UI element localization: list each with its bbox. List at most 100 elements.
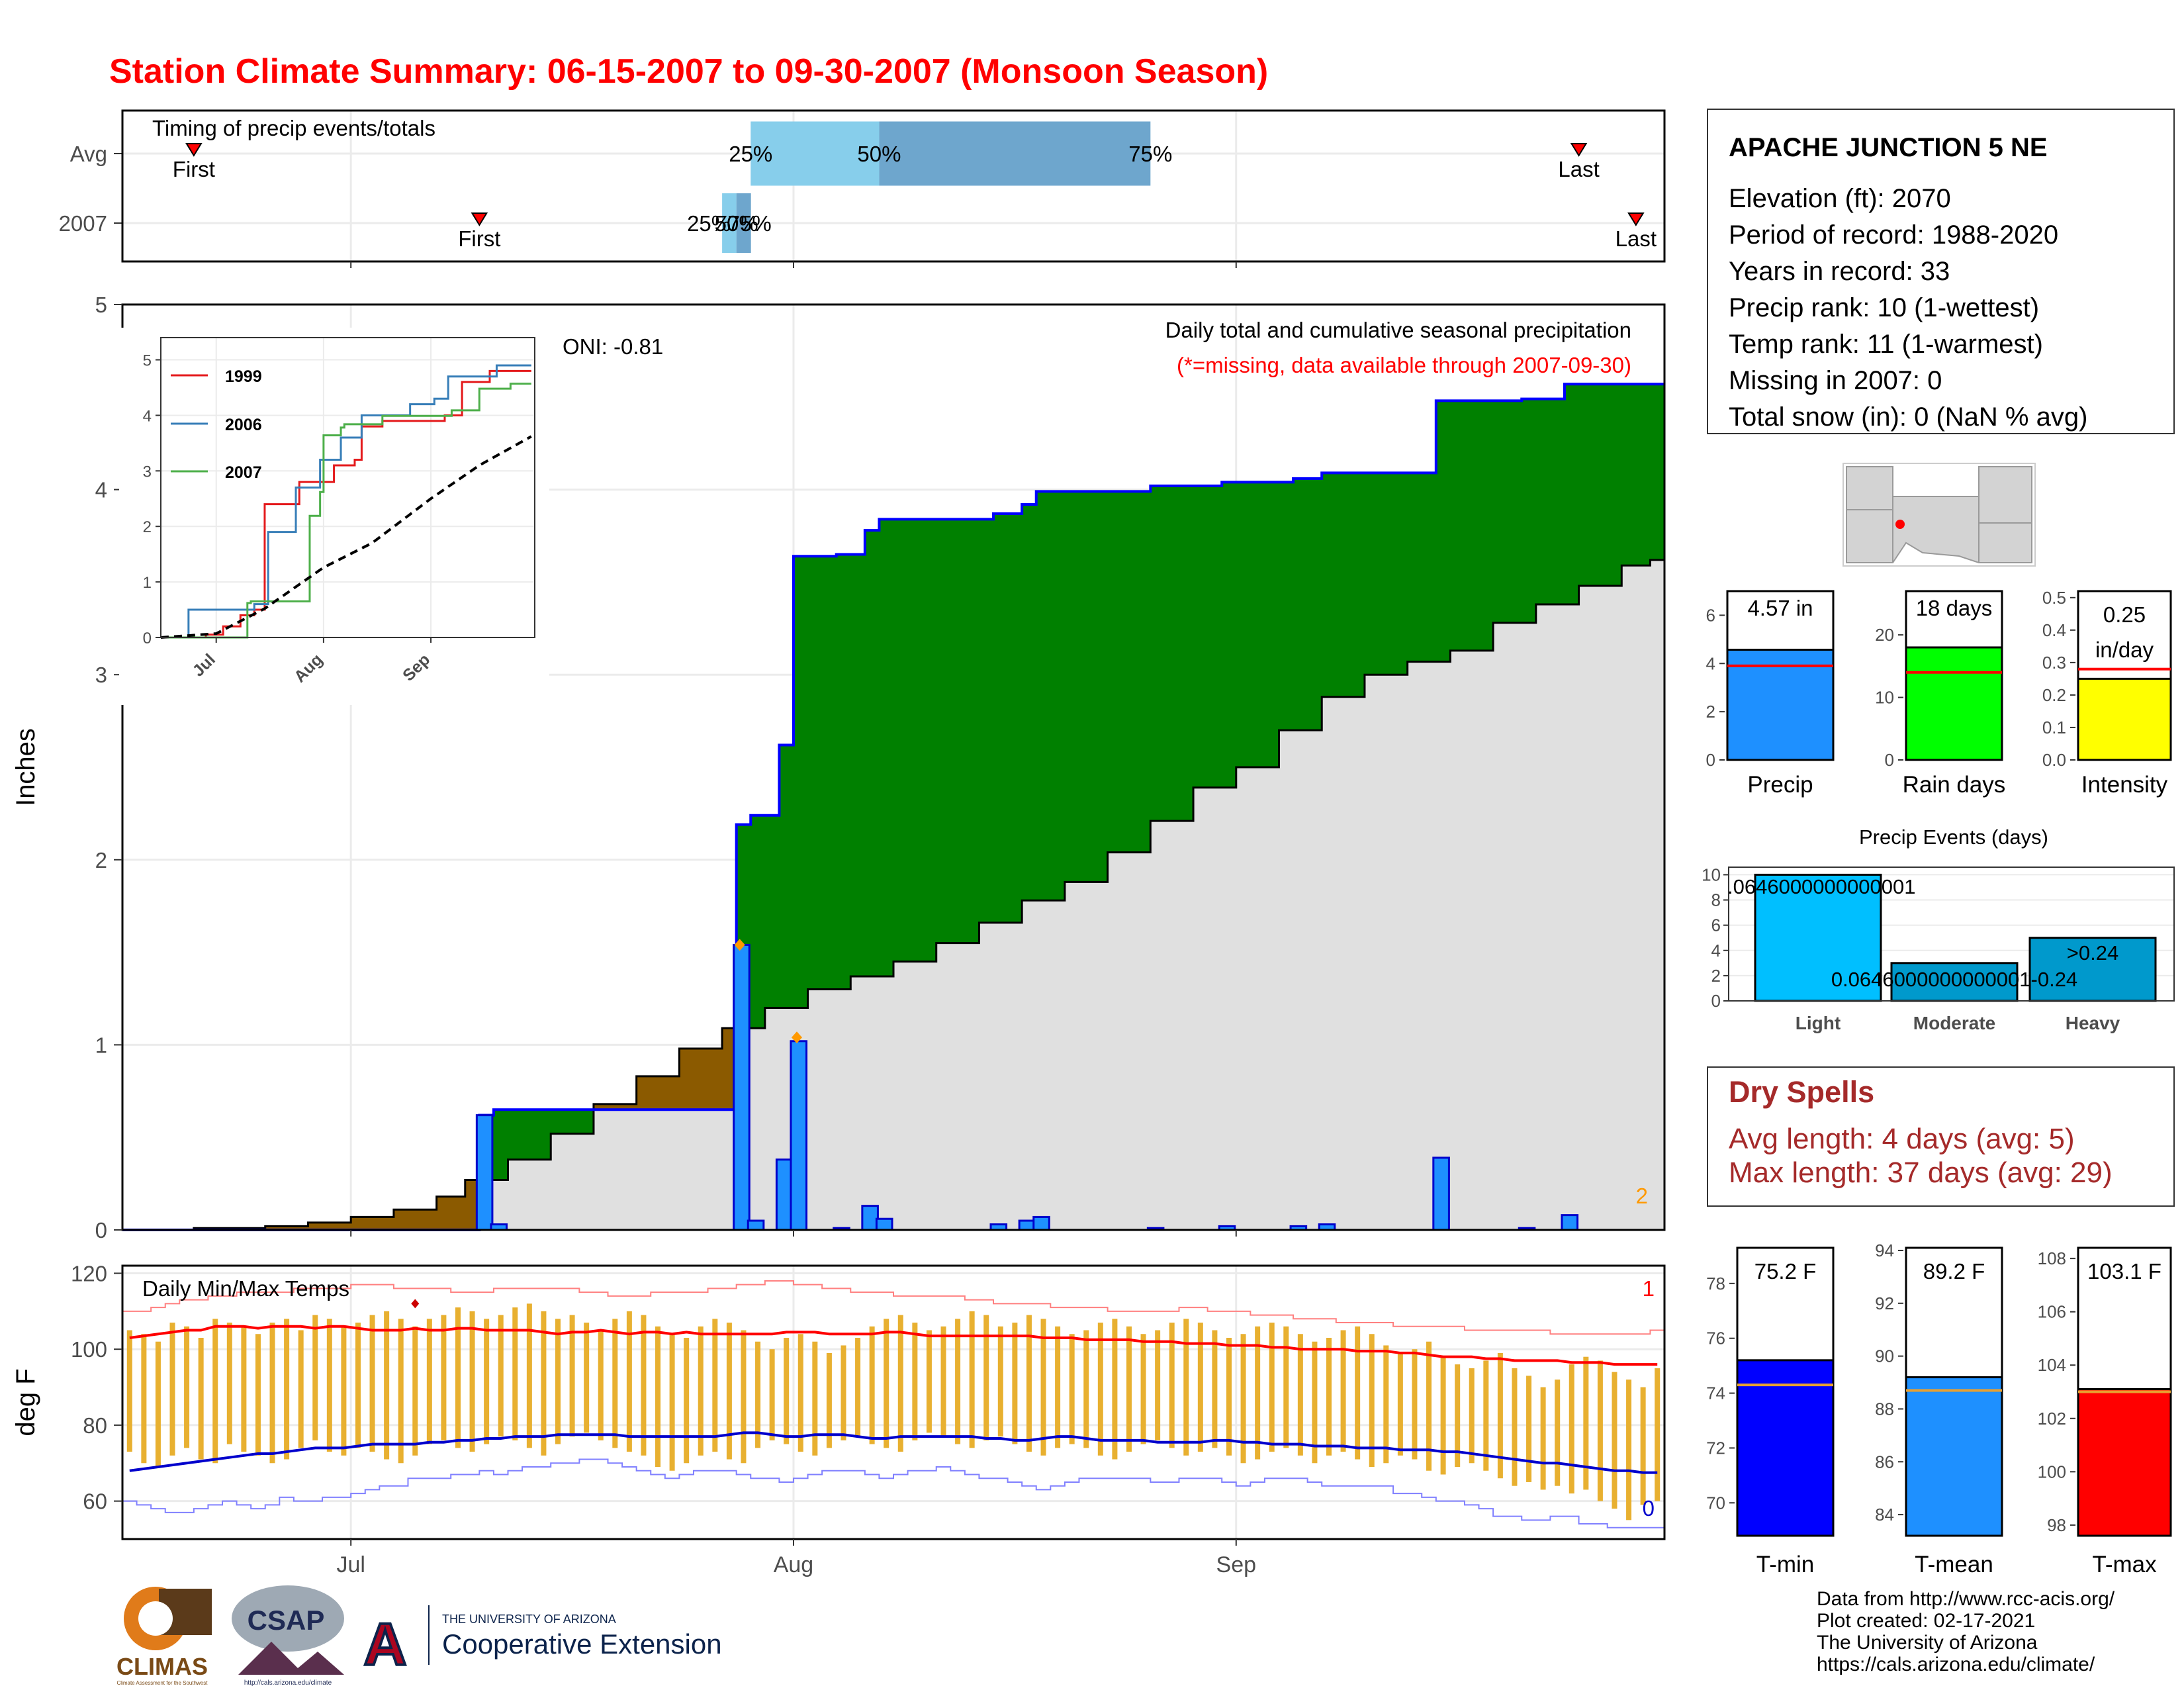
summary-bar-t-mean [1906, 1378, 2002, 1536]
daily-temp-bar [1098, 1323, 1103, 1456]
daily-precip-bar [876, 1219, 892, 1230]
daily-temp-bar [1183, 1319, 1189, 1456]
summary-value-rain-days: 18 days [1916, 596, 1993, 620]
climas-logo: CLIMAS Climate Assessment for the Southw… [116, 1587, 212, 1686]
daily-precip-bar [1034, 1217, 1050, 1230]
precip-y-tick-label: 3 [95, 663, 107, 687]
daily-temp-bar [884, 1319, 889, 1448]
oni-annotation: ONI: -0.81 [563, 334, 663, 359]
precip-corner-label: 2 [1636, 1184, 1648, 1208]
station-line-precip-rank: Precip rank: 10 (1-wettest) [1729, 293, 2039, 322]
daily-temp-bar [1055, 1327, 1060, 1448]
daily-precip-bar [791, 1041, 807, 1230]
daily-temp-bar [727, 1323, 732, 1459]
daily-temp-bar [298, 1331, 304, 1448]
daily-temp-bar [370, 1315, 375, 1452]
daily-temp-bar [555, 1319, 561, 1444]
daily-temp-bar [955, 1319, 960, 1444]
dry-spells-avg-length: Avg length: 4 days (avg: 5) [1729, 1123, 2075, 1155]
ua-logo: A THE UNIVERSITY OF ARIZONA Cooperative … [364, 1605, 722, 1678]
daily-temp-bar [598, 1331, 604, 1440]
summary-y-tick-label: 86 [1875, 1452, 1894, 1472]
climas-wordmark: CLIMAS [116, 1653, 208, 1680]
precip-y-tick-label: 0 [95, 1218, 107, 1243]
daily-temp-bar [270, 1323, 275, 1463]
daily-temp-bar [584, 1323, 589, 1432]
summary-y-tick-label: 76 [1706, 1329, 1725, 1348]
summary-y-tick-label: 0.4 [2042, 620, 2066, 640]
daily-temp-bar [398, 1319, 404, 1463]
inset-cumulative-chart: 012345Jul Aug Sep199920062007 [119, 328, 549, 705]
temp-corner-label-max: 1 [1643, 1276, 1655, 1301]
daily-temp-bar [1083, 1331, 1089, 1448]
daily-temp-bar [127, 1331, 132, 1452]
temp-corner-label-min: 0 [1643, 1496, 1655, 1521]
summary-y-tick-label: 84 [1875, 1505, 1894, 1524]
precip-y-tick-label: 5 [95, 293, 107, 317]
daily-temp-bar [1198, 1323, 1203, 1452]
daily-temp-bar [1583, 1357, 1588, 1490]
daily-temp-bar [527, 1303, 532, 1448]
ua-a-icon: A [364, 1612, 407, 1678]
daily-temp-bar [712, 1319, 717, 1452]
csap-url: http://cals.arizona.edu/climate [244, 1679, 332, 1687]
station-name: APACHE JUNCTION 5 NE [1729, 133, 2048, 162]
temp-y-tick-label: 120 [71, 1261, 107, 1286]
summary-y-tick-label: 4 [1706, 653, 1715, 673]
credit-data-source: Data from http://www.rcc-acis.org/ [1817, 1588, 2115, 1610]
timing-label-last: Last [1558, 157, 1599, 181]
timing-label-75: 75% [1128, 142, 1172, 166]
temp-summary-value-t-mean: 89.2 F [1923, 1259, 1985, 1284]
daily-temp-bar [199, 1338, 204, 1460]
daily-temp-bar [870, 1327, 875, 1444]
events-y-tick-label: 8 [1711, 890, 1721, 910]
daily-temp-bar [1569, 1364, 1574, 1493]
summary-y-tick-label: 72 [1706, 1438, 1725, 1458]
month-axis: Jul Aug Sep [336, 1552, 1256, 1577]
summary-y-tick-label: 90 [1875, 1346, 1894, 1366]
daily-temp-bar [670, 1334, 675, 1471]
daily-temp-bar [355, 1323, 361, 1448]
daily-temp-bar [512, 1307, 518, 1440]
events-bar-label-heavy: >0.24 [2067, 941, 2118, 964]
credits: Data from http://www.rcc-acis.org/ Plot … [1817, 1588, 2115, 1675]
summary-y-tick-label: 102 [2038, 1409, 2066, 1429]
daily-temp-bar [141, 1334, 146, 1463]
daily-temp-bar [441, 1315, 446, 1440]
temp-chart-title: Daily Min/Max Temps [142, 1276, 349, 1301]
summary-y-tick-label: 78 [1706, 1274, 1725, 1293]
daily-temp-bar [812, 1342, 817, 1456]
precip-y-axis-label: Inches [11, 728, 40, 806]
events-title: Precip Events (days) [1859, 825, 2048, 849]
daily-temp-bar [1512, 1368, 1517, 1486]
daily-temp-bar [1298, 1334, 1303, 1456]
daily-temp-bar [1412, 1349, 1417, 1459]
summary-value-intensity-unit: in/day [2095, 637, 2154, 662]
inset-legend-label-2006: 2006 [225, 416, 262, 434]
inset-legend-label-1999: 1999 [225, 367, 262, 386]
location-map [1843, 463, 2035, 566]
daily-temp-bar [184, 1327, 189, 1448]
daily-temp-bar [384, 1311, 389, 1460]
station-line-period: Period of record: 1988-2020 [1729, 220, 2058, 250]
daily-temp-bar [212, 1319, 218, 1463]
temp-y-axis-label: deg F [11, 1368, 40, 1436]
daily-temp-bar [227, 1323, 232, 1444]
csap-wordmark: CSAP [248, 1605, 325, 1636]
daily-temp-bar [1226, 1338, 1232, 1456]
inset-y-tick-label: 3 [143, 463, 152, 481]
summary-bars: 0246Precip4.57 in01020Rain days18 days0.… [1706, 588, 2171, 798]
timing-label-50: 50% [857, 142, 901, 166]
summary-y-tick-label: 0.3 [2042, 653, 2066, 673]
climas-sun-center [138, 1601, 173, 1636]
temperature-summary-bars: 70 72 74 76 78 T-min 75.2 F 84 86 88 90 92 94 T-mean 8… [1706, 1241, 2171, 1577]
daily-temp-bar [1641, 1387, 1646, 1505]
temp-y-tick-label: 60 [83, 1489, 107, 1514]
summary-label-t-mean: T-mean [1915, 1552, 1993, 1577]
daily-temp-bar [998, 1327, 1003, 1436]
daily-temp-bar [641, 1315, 646, 1456]
daily-temp-bar [1626, 1380, 1631, 1520]
climate-summary-figure: Station Climate Summary: 06-15-2007 to 0… [0, 0, 2184, 1688]
month-label-sep: Sep [1216, 1552, 1257, 1577]
inset-y-tick-label: 1 [143, 574, 152, 592]
